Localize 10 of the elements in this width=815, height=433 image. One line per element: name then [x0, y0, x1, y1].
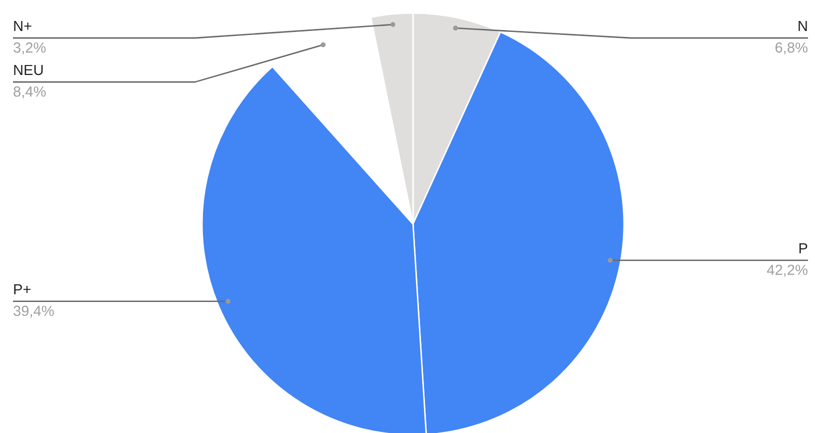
slice-label: P+: [14, 284, 31, 294]
data-label: 6,8%: [776, 42, 808, 54]
slice-label: N+: [14, 20, 32, 31]
slice-label: NEU: [14, 64, 43, 76]
data-label: 42,2%: [766, 264, 808, 277]
data-label: 3,2%: [14, 42, 46, 54]
data-label: 8,4%: [14, 86, 46, 98]
data-label: 39,4%: [14, 306, 54, 318]
slice-label: N: [798, 20, 807, 31]
slice-label: P: [799, 243, 808, 254]
